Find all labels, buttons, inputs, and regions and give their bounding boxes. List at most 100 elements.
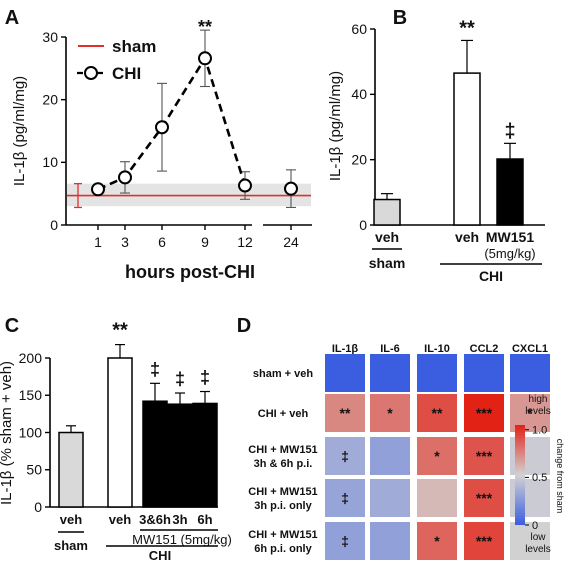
panel-b-category-label: veh xyxy=(375,229,399,245)
panel-d-row-label: CHI + veh xyxy=(258,408,309,420)
panel-d-heatmap-cell xyxy=(464,394,504,432)
panel-c-category-label: 3&6h xyxy=(139,512,171,527)
panel-d-heatmap-cell xyxy=(510,354,550,392)
panel-d-heatmap-cell xyxy=(417,354,457,392)
panel-a-chi-point xyxy=(118,170,132,185)
panel-d-colorbar xyxy=(515,425,525,525)
panel-d-colorbar-low-label: low xyxy=(530,532,546,543)
panel-d-row-label: CHI + MW151 xyxy=(248,444,317,456)
panel-d-heatmap-cell xyxy=(510,522,550,560)
panel-d-heatmap-cell xyxy=(370,394,410,432)
panel-d: D IL-1β IL-6 IL-10 CCL2 CXCL1 sham + veh CHI + … xyxy=(237,315,565,560)
panel-d-heatmap-cell xyxy=(370,522,410,560)
panel-d-significance-mark: * xyxy=(387,405,393,421)
panel-d-heatmap-cell xyxy=(325,522,365,560)
panel-a-chi-point xyxy=(198,51,212,66)
panel-c-bar xyxy=(142,400,168,508)
panel-a-y-axis-label: IL-1β (pg/ml/mg) xyxy=(11,76,28,186)
panel-a-x-tick-label: 9 xyxy=(201,234,209,250)
panel-b-category-label: MW151 xyxy=(486,229,534,245)
panel-d-significance-mark: * xyxy=(527,405,533,421)
panel-c-y-tick-label: 0 xyxy=(34,499,42,515)
panel-a-chi-point xyxy=(155,120,169,135)
panel-d-heatmap-cell xyxy=(325,479,365,517)
panel-a-chi-point xyxy=(284,181,298,196)
panel-a-x-tick-label: 24 xyxy=(283,234,299,250)
panel-d-heatmap-cell xyxy=(417,522,457,560)
panel-d-colorbar-tick-label: 0 xyxy=(532,520,538,532)
panel-b-y-axis-label: IL-1β (pg/ml/mg) xyxy=(327,71,344,181)
panel-a-y-tick-label: 0 xyxy=(50,217,58,233)
panel-c-y-axis-label: IL-1β (% sham + veh) xyxy=(0,361,15,505)
panel-b-significance-mark: ‡ xyxy=(504,120,515,142)
panel-d-heatmap-cell xyxy=(370,479,410,517)
panel-b-bar xyxy=(496,158,524,226)
panel-d-colorbar-tick-label: 0.5 xyxy=(532,472,547,484)
panel-d-significance-mark: *** xyxy=(476,448,493,464)
panel-d-column-header: IL-6 xyxy=(380,343,400,355)
panel-b-bar xyxy=(453,72,481,226)
panel-c-bar xyxy=(192,402,218,508)
panel-c-category-label: 3h xyxy=(172,512,187,527)
panel-d-heatmap-cell xyxy=(464,479,504,517)
panel-d-row-label: 3h & 6h p.i. xyxy=(254,458,313,470)
panel-c-group-label-chi: CHI xyxy=(149,548,171,562)
panel-d-significance-mark: ‡ xyxy=(341,490,349,506)
panel-a-chi-point xyxy=(238,178,252,193)
panel-d-heatmap-cell xyxy=(417,437,457,475)
panel-c-y-tick-label: 150 xyxy=(19,387,43,403)
panel-d-significance-mark: * xyxy=(434,448,440,464)
panel-a-x-tick-label: 12 xyxy=(237,234,253,250)
panel-c: C 0 50 100 150 200 IL-1β (% sham + veh) veh ** ve… xyxy=(0,315,232,562)
panel-c-y-tick-label: 100 xyxy=(19,424,43,440)
panel-d-significance-mark: *** xyxy=(476,490,493,506)
panel-a-legend-chi-marker xyxy=(84,66,98,80)
panel-c-bar xyxy=(58,431,84,508)
panel-a-y-tick-label: 20 xyxy=(42,92,58,108)
panel-d-significance-mark: * xyxy=(434,533,440,549)
panel-label-c: C xyxy=(5,315,19,337)
panel-d-heatmap-cell xyxy=(370,437,410,475)
panel-d-row-label: 6h p.i. only xyxy=(254,543,312,555)
panel-d-row-label: sham + veh xyxy=(253,368,314,380)
panel-d-row-label: 3h p.i. only xyxy=(254,500,312,512)
panel-label-b: B xyxy=(393,7,407,29)
panel-d-column-header: IL-10 xyxy=(424,343,450,355)
panel-d-column-header: CXCL1 xyxy=(512,343,548,355)
panel-c-bar xyxy=(107,357,133,508)
panel-c-y-tick-label: 50 xyxy=(26,462,42,478)
panel-b-y-tick-label: 0 xyxy=(359,217,367,233)
panel-a-y-tick-label: 10 xyxy=(42,154,58,170)
panel-d-heatmap-cell xyxy=(464,354,504,392)
panel-d-significance-mark: ‡ xyxy=(341,448,349,464)
panel-d-significance-mark: *** xyxy=(476,533,493,549)
panel-c-category-label: veh xyxy=(60,512,82,527)
panel-a: A 0 10 20 30 IL-1β (pg/ml/mg) 1 3 6 9 12 24 hours po… xyxy=(5,7,312,282)
panel-b-significance-mark: ** xyxy=(459,17,475,39)
panel-d-heatmap-cell xyxy=(417,394,457,432)
panel-b-y-tick-label: 60 xyxy=(351,21,367,37)
panel-d-heatmap-cell xyxy=(417,479,457,517)
panel-b: B 0 20 40 60 IL-1β (pg/ml/mg) veh ** veh ‡ MW151(5… xyxy=(327,7,545,284)
panel-d-column-header: CCL2 xyxy=(470,343,499,355)
panel-c-significance-mark: ** xyxy=(112,320,128,342)
panel-c-category-label: 6h xyxy=(197,512,212,527)
panel-c-significance-mark: ‡ xyxy=(200,368,210,388)
panel-d-heatmap-cell xyxy=(464,522,504,560)
panel-b-y-tick-label: 40 xyxy=(351,86,367,102)
panel-c-y-tick-label: 200 xyxy=(19,350,43,366)
panel-b-y-tick-label: 20 xyxy=(351,152,367,168)
panel-d-heatmap-cell xyxy=(325,354,365,392)
panel-d-column-header: IL-1β xyxy=(332,343,359,355)
panel-d-row-label: CHI + MW151 xyxy=(248,529,317,541)
panel-c-bar xyxy=(167,403,193,508)
panel-a-x-tick-label: 6 xyxy=(158,234,166,250)
panel-d-row-label: CHI + MW151 xyxy=(248,486,317,498)
panel-d-significance-mark: ‡ xyxy=(341,533,349,549)
panel-a-legend-sham-label: sham xyxy=(112,37,156,56)
panel-b-category-label: veh xyxy=(455,229,479,245)
panel-a-legend-chi-label: CHI xyxy=(112,64,141,83)
panel-d-colorbar-label: change from sham xyxy=(555,439,565,514)
panel-a-y-tick-label: 30 xyxy=(42,29,58,45)
